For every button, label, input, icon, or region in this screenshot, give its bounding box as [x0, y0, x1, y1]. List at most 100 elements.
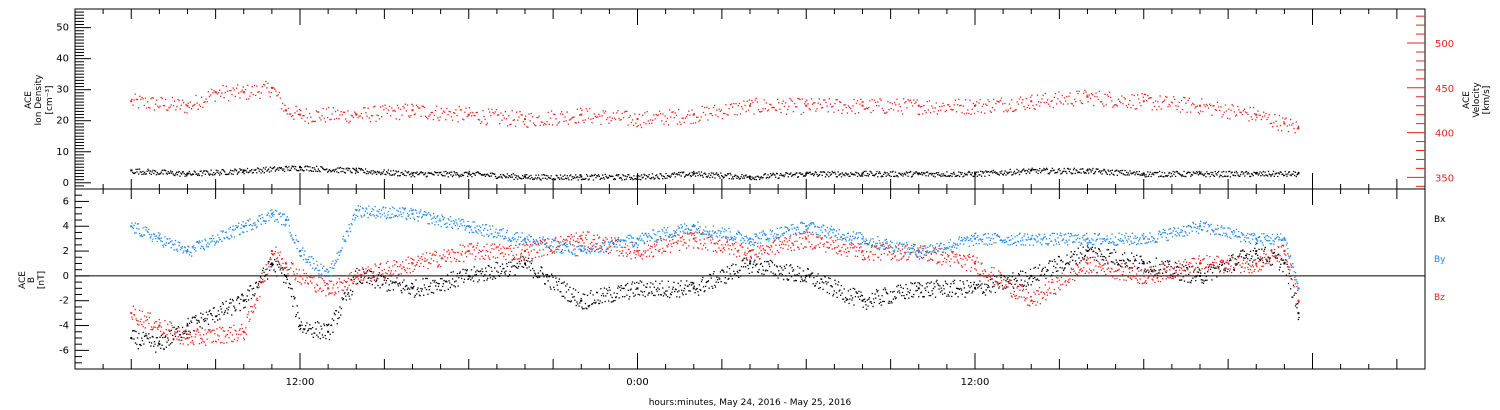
scatter-dot — [534, 256, 537, 258]
scatter-dot — [551, 274, 554, 277]
scatter-dot — [434, 171, 436, 173]
scatter-dot — [742, 108, 744, 110]
scatter-dot — [635, 288, 637, 290]
scatter-dot — [359, 274, 362, 276]
scatter-dot — [509, 124, 511, 126]
scatter-dot — [1066, 167, 1069, 170]
scatter-dot — [491, 172, 493, 174]
scatter-dot — [333, 294, 336, 296]
scatter-dot — [669, 293, 672, 295]
scatter-dot — [1294, 292, 1296, 294]
scatter-dot — [642, 294, 644, 296]
scatter-dot — [303, 115, 305, 117]
scatter-dot — [647, 294, 649, 296]
scatter-dot — [631, 119, 634, 121]
scatter-dot — [608, 246, 610, 248]
data-point — [1283, 122, 1286, 125]
scatter-dot — [397, 283, 399, 285]
scatter-dot — [276, 275, 278, 277]
scatter-dot — [561, 111, 563, 113]
scatter-dot — [216, 93, 219, 95]
scatter-dot — [140, 318, 142, 320]
scatter-dot — [1243, 172, 1245, 174]
scatter-dot — [478, 172, 480, 174]
scatter-dot — [164, 319, 166, 322]
scatter-dot — [309, 112, 311, 115]
scatter-dot — [228, 100, 230, 102]
scatter-dot — [414, 294, 416, 297]
scatter-dot — [1011, 99, 1013, 101]
scatter-dot — [1214, 108, 1216, 111]
scatter-dot — [392, 281, 394, 283]
scatter-dot — [228, 302, 231, 304]
scatter-dot — [503, 174, 505, 177]
scatter-dot — [172, 327, 174, 329]
scatter-dot — [246, 295, 248, 297]
scatter-dot — [581, 239, 584, 241]
scatter-dot — [188, 322, 191, 324]
scatter-dot — [942, 102, 944, 105]
scatter-dot — [582, 178, 584, 180]
scatter-dot — [254, 293, 256, 295]
scatter-dot — [676, 243, 679, 245]
scatter-dot — [759, 263, 762, 265]
scatter-dot — [724, 277, 726, 279]
scatter-dot — [1094, 170, 1097, 173]
scatter-dot — [288, 286, 290, 289]
scatter-dot — [224, 336, 227, 338]
scatter-dot — [818, 173, 821, 176]
scatter-dot — [167, 329, 170, 331]
scatter-dot — [1073, 167, 1076, 169]
scatter-dot — [486, 243, 488, 245]
scatter-dot — [1011, 174, 1013, 176]
scatter-dot — [413, 114, 415, 116]
scatter-dot — [850, 107, 852, 110]
scatter-dot — [818, 287, 820, 290]
scatter-dot — [726, 271, 728, 273]
scatter-dot — [634, 178, 637, 180]
scatter-dot — [782, 100, 784, 102]
scatter-dot — [273, 253, 276, 255]
scatter-dot — [970, 174, 973, 176]
scatter-dot — [1058, 256, 1060, 258]
scatter-dot — [1112, 261, 1114, 263]
scatter-dot — [378, 171, 380, 173]
scatter-dot — [1257, 174, 1259, 176]
scatter-dot — [447, 249, 449, 251]
scatter-dot — [1250, 257, 1252, 260]
scatter-dot — [1050, 170, 1053, 172]
scatter-dot — [391, 107, 393, 109]
scatter-dot — [437, 117, 439, 119]
scatter-dot — [454, 252, 456, 254]
scatter-dot — [986, 104, 988, 106]
scatter-dot — [1023, 168, 1025, 170]
scatter-dot — [538, 256, 540, 258]
scatter-dot — [1218, 263, 1221, 266]
scatter-dot — [200, 312, 202, 314]
scatter-dot — [435, 285, 437, 287]
scatter-dot — [1140, 255, 1142, 257]
scatter-dot — [482, 173, 484, 176]
scatter-dot — [407, 256, 409, 258]
scatter-dot — [494, 243, 496, 245]
scatter-dot — [591, 302, 594, 305]
scatter-dot — [758, 268, 760, 271]
scatter-dot — [1012, 287, 1015, 289]
scatter-dot — [794, 174, 796, 176]
scatter-dot — [536, 275, 538, 278]
scatter-dot — [934, 107, 936, 109]
scatter-dot — [243, 307, 245, 309]
scatter-dot — [250, 91, 252, 94]
scatter-dot — [667, 296, 669, 298]
scatter-dot — [858, 298, 861, 301]
scatter-dot — [768, 109, 770, 111]
scatter-dot — [440, 257, 442, 260]
scatter-dot — [733, 270, 735, 273]
scatter-dot — [1112, 173, 1114, 176]
scatter-dot — [1174, 175, 1177, 178]
scatter-dot — [422, 253, 424, 255]
scatter-dot — [331, 170, 333, 172]
scatter-dot — [1099, 101, 1102, 103]
scatter-dot — [409, 272, 411, 274]
scatter-dot — [651, 246, 653, 248]
